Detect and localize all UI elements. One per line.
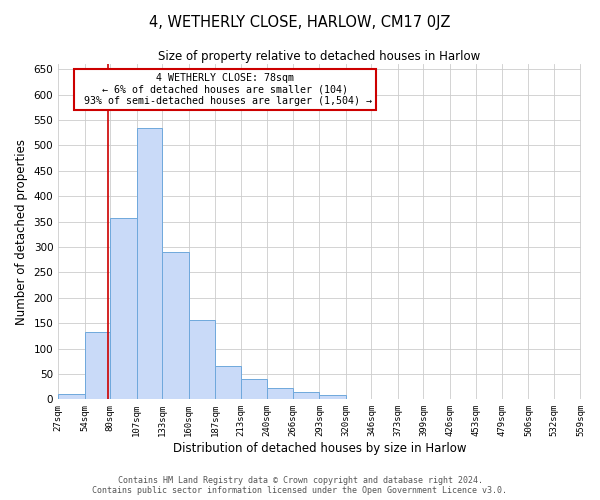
Bar (267, 388, 293, 400)
Bar (319, 396, 346, 400)
Bar (137, 128, 162, 400)
Bar (450, 399, 476, 400)
Bar (58, 394, 85, 400)
Title: Size of property relative to detached houses in Harlow: Size of property relative to detached ho… (158, 50, 481, 63)
Bar (189, 320, 215, 400)
Bar (346, 399, 371, 400)
Bar (215, 366, 241, 400)
Bar (293, 392, 319, 400)
Y-axis label: Number of detached properties: Number of detached properties (15, 138, 28, 325)
Text: 4, WETHERLY CLOSE, HARLOW, CM17 0JZ: 4, WETHERLY CLOSE, HARLOW, CM17 0JZ (149, 15, 451, 30)
Bar (554, 399, 580, 400)
X-axis label: Distribution of detached houses by size in Harlow: Distribution of detached houses by size … (173, 442, 466, 455)
Text: Contains HM Land Registry data © Crown copyright and database right 2024.
Contai: Contains HM Land Registry data © Crown c… (92, 476, 508, 495)
Bar (85, 332, 110, 400)
Bar (110, 218, 137, 400)
Bar (241, 379, 267, 400)
Text: 4 WETHERLY CLOSE: 78sqm  
← 6% of detached houses are smaller (104)
 93% of semi: 4 WETHERLY CLOSE: 78sqm ← 6% of detached… (79, 72, 373, 106)
Bar (162, 252, 189, 400)
